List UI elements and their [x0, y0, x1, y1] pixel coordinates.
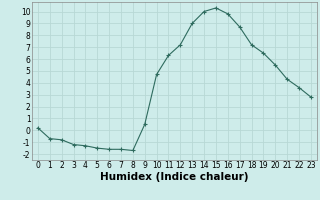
X-axis label: Humidex (Indice chaleur): Humidex (Indice chaleur) [100, 172, 249, 182]
